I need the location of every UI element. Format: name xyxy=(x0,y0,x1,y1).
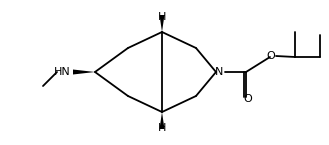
Polygon shape xyxy=(73,69,95,75)
Text: N: N xyxy=(215,67,223,77)
Text: HN: HN xyxy=(54,67,71,77)
Text: H: H xyxy=(158,123,166,133)
Polygon shape xyxy=(160,15,164,32)
Polygon shape xyxy=(160,112,164,129)
Text: O: O xyxy=(266,51,275,61)
Text: O: O xyxy=(244,94,252,104)
Text: H: H xyxy=(158,12,166,22)
